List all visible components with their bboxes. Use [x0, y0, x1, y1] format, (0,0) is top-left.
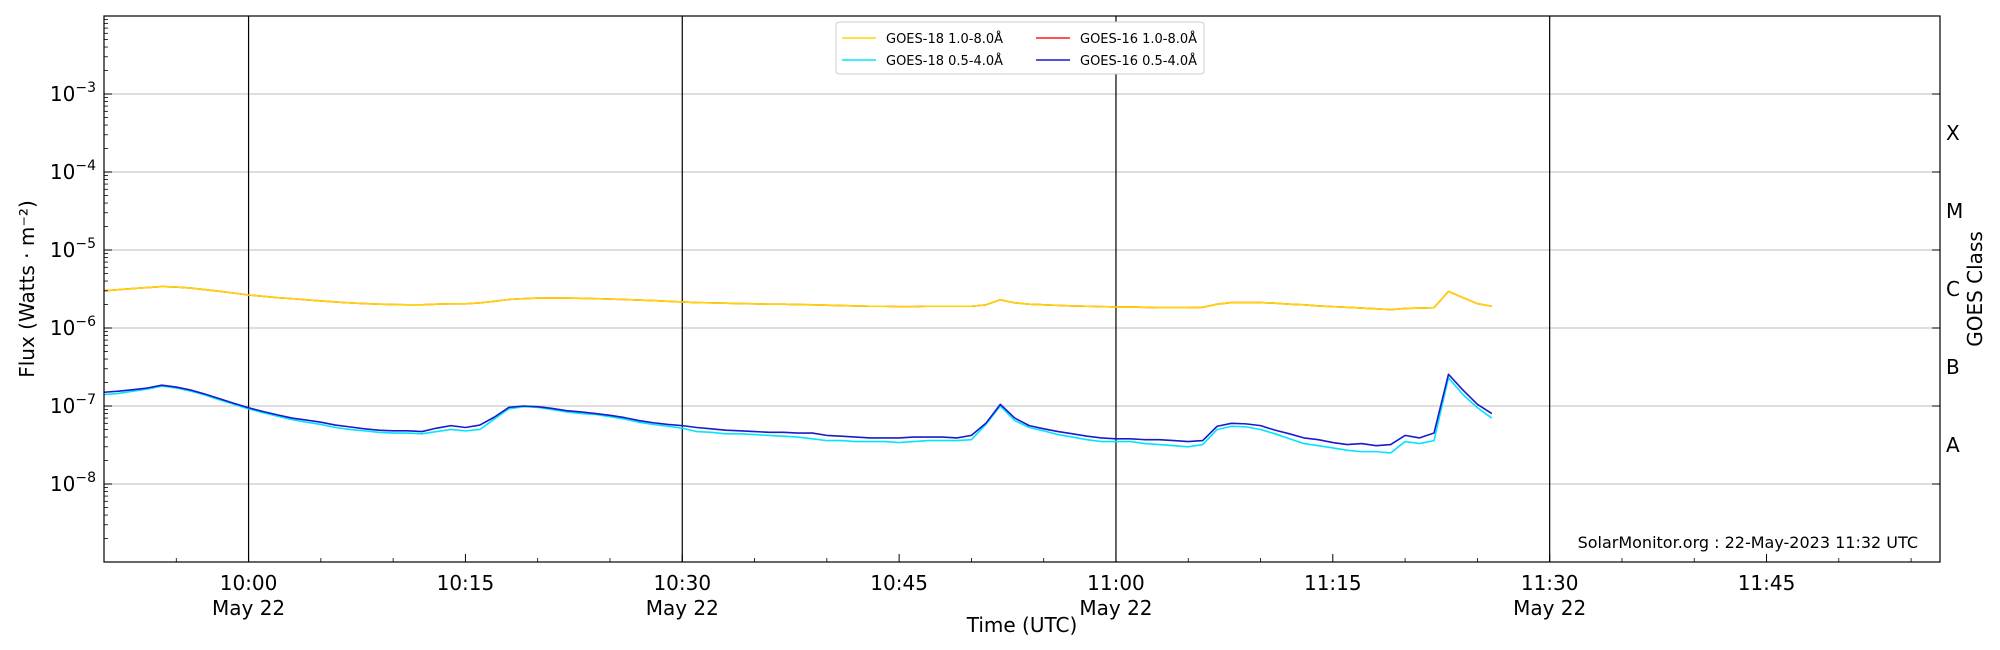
- x-tick-label: 11:45: [1738, 571, 1796, 595]
- y-tick-label: 10−5: [50, 236, 96, 262]
- y-tick-label: 10−3: [50, 80, 96, 106]
- x-tick-label: 10:15: [437, 571, 495, 595]
- goes-class-labels: A B C M X: [1946, 121, 1963, 457]
- x-tick-label: 10:45: [870, 571, 928, 595]
- x-tick-label: 11:15: [1304, 571, 1362, 595]
- series-line-2: [103, 376, 1493, 454]
- goes-class-label: B: [1946, 355, 1960, 379]
- goes-class-label: C: [1946, 277, 1960, 301]
- x-tick-date-label: May 22: [646, 596, 719, 620]
- y2-axis-title: GOES Class: [1963, 231, 1987, 347]
- y-axis-title: Flux (Watts · m⁻²): [15, 200, 39, 378]
- horizontal-grid: [104, 93, 1940, 485]
- series-line-3: [103, 285, 1492, 311]
- x-tick-label: 11:30: [1521, 571, 1579, 595]
- y-tick-label: 10−4: [50, 158, 96, 184]
- series-line-1: [103, 285, 1492, 311]
- legend-box: [835, 21, 1205, 75]
- legend-label: GOES-16 1.0-8.0Å: [1080, 31, 1197, 47]
- y-axis-ticks: 10−8 10−7 10−6 10−5 10−4 10−3: [50, 19, 1940, 539]
- x-tick-label: 10:30: [653, 571, 711, 595]
- day-separator-lines: [247, 16, 1551, 562]
- y-tick-label: 10−7: [50, 392, 96, 418]
- goes-class-label: X: [1946, 121, 1960, 145]
- x-tick-label: 11:00: [1087, 571, 1145, 595]
- plot-frame: [103, 15, 1941, 563]
- goes-class-label: M: [1946, 199, 1963, 223]
- x-tick-date-label: May 22: [1079, 596, 1152, 620]
- series-line-4: [103, 373, 1493, 447]
- credit-text: SolarMonitor.org : 22-May-2023 11:32 UTC: [1578, 533, 1918, 552]
- x-tick-date-label: May 22: [1513, 596, 1586, 620]
- y-tick-label: 10−8: [50, 470, 96, 496]
- series-lines: [103, 285, 1493, 454]
- x-tick-label: 10:00: [220, 571, 278, 595]
- legend: GOES-18 1.0-8.0Å GOES-18 0.5-4.0Å GOES-16 …: [835, 21, 1205, 75]
- goes-class-label: A: [1946, 433, 1960, 457]
- x-axis-title: Time (UTC): [966, 613, 1078, 637]
- y-tick-label: 10−6: [50, 314, 96, 340]
- legend-label: GOES-18 0.5-4.0Å: [886, 53, 1003, 69]
- legend-label: GOES-16 0.5-4.0Å: [1080, 53, 1197, 69]
- x-tick-date-label: May 22: [212, 596, 285, 620]
- legend-label: GOES-18 1.0-8.0Å: [886, 31, 1003, 47]
